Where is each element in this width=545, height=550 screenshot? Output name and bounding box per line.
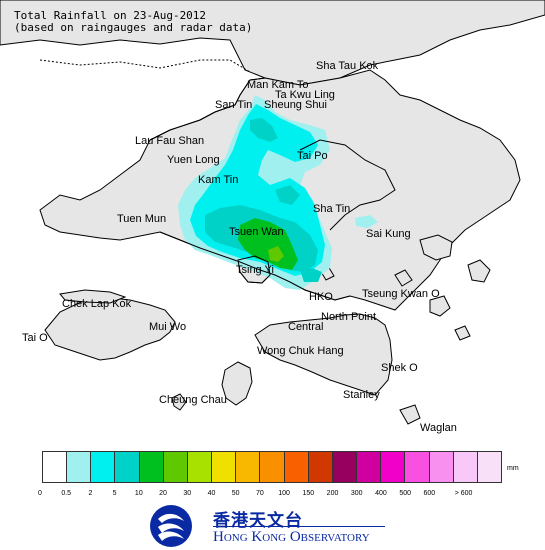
place-waglan: Waglan (420, 422, 457, 434)
org-divider (213, 526, 385, 527)
place-tseung-kwan-o: Tseung Kwan O (362, 288, 440, 300)
legend-tick-label: 200 (326, 490, 339, 497)
coastlines (149, 77, 396, 301)
place-tuen-mun: Tuen Mun (117, 213, 167, 225)
legend-swatch (187, 452, 213, 482)
legend-tick-label: 50 (231, 490, 240, 497)
legend-swatch (236, 452, 261, 482)
legend-swatch (453, 452, 478, 482)
boundary-line (39, 59, 251, 73)
place-tai-o: Tai O (22, 332, 48, 344)
place-central: Central (288, 321, 324, 333)
legend-tick-label: 70 (255, 490, 264, 497)
place-wong-chuk-hang: Wong Chuk Hang (257, 345, 344, 357)
legend-tick-label: 300 (350, 490, 363, 497)
place-ta-kwu-ling: Ta Kwu Ling (275, 89, 335, 101)
legend-swatch (43, 452, 68, 482)
rainfall-legend (42, 451, 502, 483)
place-mui-wo: Mui Wo (149, 321, 187, 333)
legend-tick-label: 100 (278, 490, 290, 497)
place-man-kam-to: Man Kam To (247, 79, 309, 91)
rainfall-map (0, 0, 545, 425)
place-lau-fau-shan: Lau Fau Shan (135, 135, 205, 147)
legend-swatch (381, 452, 406, 482)
place-sai-kung: Sai Kung (366, 228, 411, 240)
place-chek-lap-kok: Chek Lap Kok (62, 298, 132, 310)
hko-logo-icon (150, 505, 192, 547)
legend-swatch (67, 452, 92, 482)
legend-tick-label: 10 (134, 490, 143, 497)
legend-swatch (405, 452, 430, 482)
legend-swatch (357, 452, 382, 482)
legend-swatch (115, 452, 140, 482)
legend-swatch (284, 452, 309, 482)
legend-swatch (163, 452, 188, 482)
legend-tick-label: > 600 (454, 490, 473, 497)
legend-tick-label: 600 (423, 490, 436, 497)
legend-swatch (91, 452, 116, 482)
legend-tick-label: 20 (159, 490, 167, 497)
place-tsing-yi: Tsing Yi (236, 264, 274, 276)
rainfall-shading (178, 95, 378, 290)
place-cheung-chau: Cheung Chau (159, 394, 227, 406)
legend-swatch (139, 452, 164, 482)
place-yuen-long: Yuen Long (167, 154, 220, 166)
legend-tick-label: 0 (38, 490, 42, 497)
place-stanley: Stanley (343, 389, 380, 401)
legend-unit: mm (507, 465, 519, 472)
legend-tick-label: 0.5 (61, 490, 72, 497)
legend-swatch (477, 452, 501, 482)
legend-tick-label: 400 (375, 490, 387, 497)
org-name-chinese: 香港天文台 (213, 511, 303, 531)
legend-tick-label: 150 (302, 490, 315, 497)
place-sha-tin: Sha Tin (313, 203, 351, 215)
map-title: Total Rainfall on 23-Aug-2012 (14, 9, 207, 22)
place-sheung-shui: Sheung Shui (264, 99, 327, 111)
place-hko: HKO (309, 291, 333, 303)
place-tai-po: Tai Po (297, 150, 328, 162)
place-shek-o: Shek O (381, 362, 418, 374)
legend-tick-label: 500 (399, 490, 411, 497)
legend-swatch (308, 452, 333, 482)
legend-swatch (332, 452, 358, 482)
org-name-english: Hong Kong Observatory (213, 529, 370, 545)
legend-swatch (429, 452, 454, 482)
place-north-point: North Point (321, 311, 377, 323)
place-tsuen-wan: Tsuen Wan (229, 226, 284, 238)
legend-swatch (260, 452, 285, 482)
legend-tick-label: 5 (112, 490, 117, 497)
legend-tick-label: 2 (88, 490, 93, 497)
map-subtitle: (based on raingauges and radar data) (14, 21, 253, 34)
place-sha-tau-kok: Sha Tau Kok (316, 60, 379, 72)
place-san-tin: San Tin (215, 99, 253, 111)
legend-tick-label: 30 (183, 490, 192, 497)
legend-tick-label: 40 (207, 490, 216, 497)
legend-swatch (212, 452, 237, 482)
place-kam-tin: Kam Tin (198, 174, 239, 186)
